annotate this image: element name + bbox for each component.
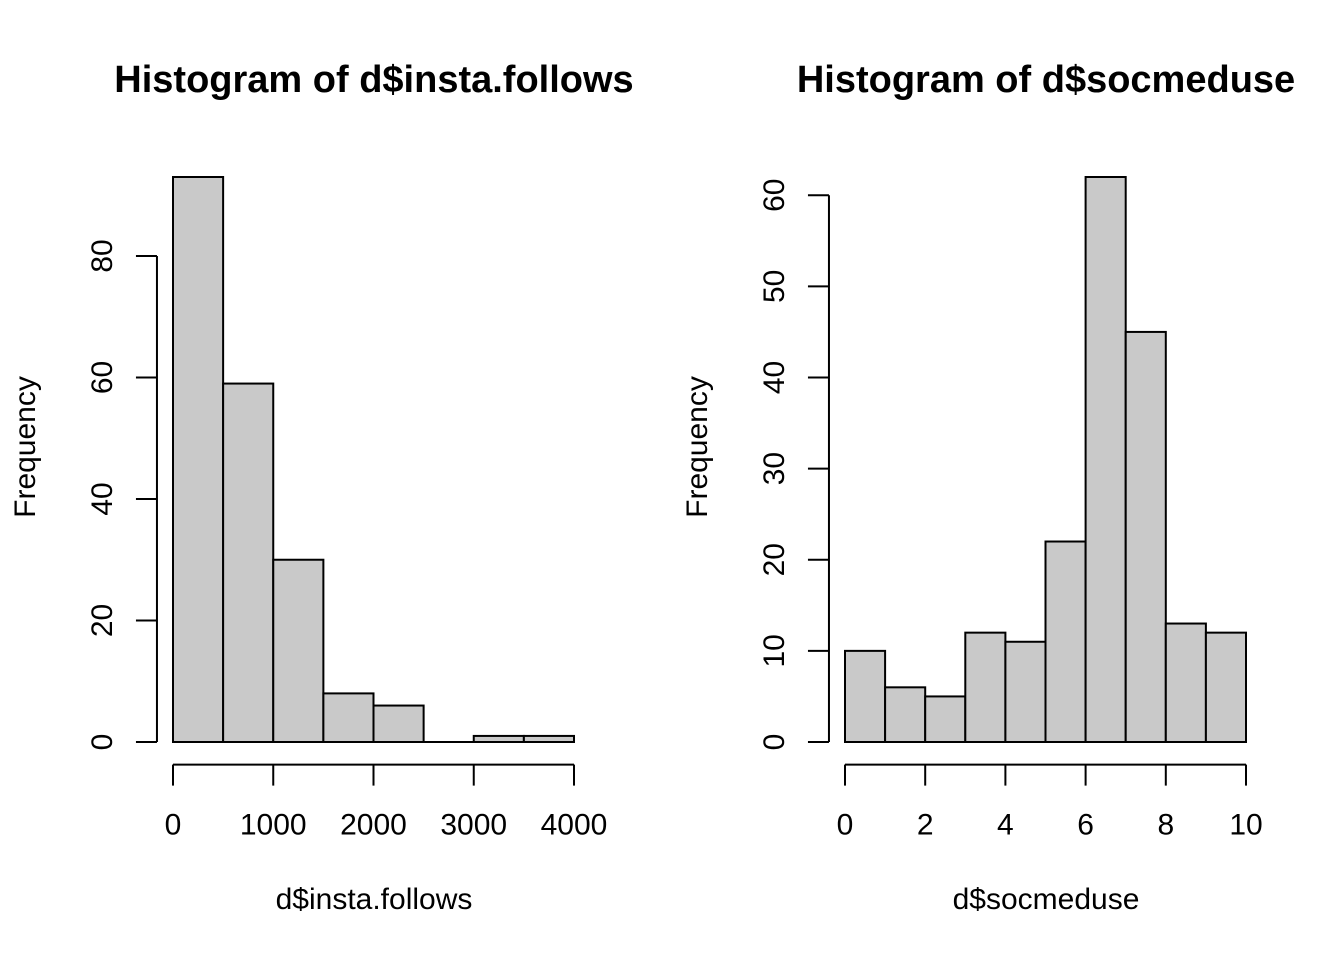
x-tick-label: 8 [1157,809,1174,842]
x-tick-label: 0 [165,809,182,842]
panel-insta-follows: Histogram of d$insta.follows Frequency 0… [9,58,634,917]
histogram-bar [1044,540,1087,743]
y-tick-label: 30 [758,452,791,485]
x-tick-label: 0 [837,809,854,842]
y-tick-label: 0 [758,734,791,751]
x-tick-label: 10 [1229,809,1262,842]
histogram-bar [1204,631,1248,743]
y-tick-label: 20 [86,604,119,637]
y-tick-label: 10 [758,634,791,667]
y-tick-label: 40 [758,361,791,394]
histogram-bar [964,631,1007,743]
histogram-bar [522,734,575,744]
chart-title: Histogram of d$socmeduse [796,58,1296,101]
x-tick-label: 4 [997,809,1014,842]
histogram-bar [1084,176,1127,743]
y-tick-label: 20 [758,543,791,576]
x-axis-label: d$socmeduse [952,883,1140,916]
chart-title: Histogram of d$insta.follows [114,58,634,101]
histogram-bar [272,558,325,744]
histogram-bar [844,649,887,744]
y-tick-label: 50 [758,270,791,303]
x-tick-label: 2000 [340,809,407,842]
histogram-bar [1124,330,1167,743]
x-tick-label: 3000 [440,809,507,842]
histogram-bar [372,704,425,744]
x-tick-label: 4000 [541,809,608,842]
histogram-bar [1004,640,1047,743]
histogram-bar [172,176,225,743]
histogram-bar [472,734,525,744]
y-tick-label: 40 [86,482,119,515]
x-tick-label: 6 [1077,809,1094,842]
x-axis-label: d$insta.follows [275,883,473,916]
y-tick-label: 80 [86,239,119,272]
y-tick-label: 60 [758,179,791,212]
histogram-bar [222,382,275,743]
y-tick-label: 0 [86,734,119,751]
histogram-bar [924,695,967,744]
y-tick-label: 60 [86,361,119,394]
histogram-plot-socmeduse: 0 10 20 30 40 50 60 0 2 4 6 8 10 [758,176,1263,842]
histogram-bar [1164,622,1207,744]
x-tick-label: 2 [917,809,934,842]
histogram-plot-insta-follows: 0 20 40 60 80 0 1000 2000 3000 4000 [86,176,608,842]
panel-socmeduse: Histogram of d$socmeduse Frequency 0 10 20… [672,0,1344,960]
histogram-bar [322,692,375,743]
x-tick-label: 1000 [240,809,307,842]
histogram-bar [884,686,927,743]
